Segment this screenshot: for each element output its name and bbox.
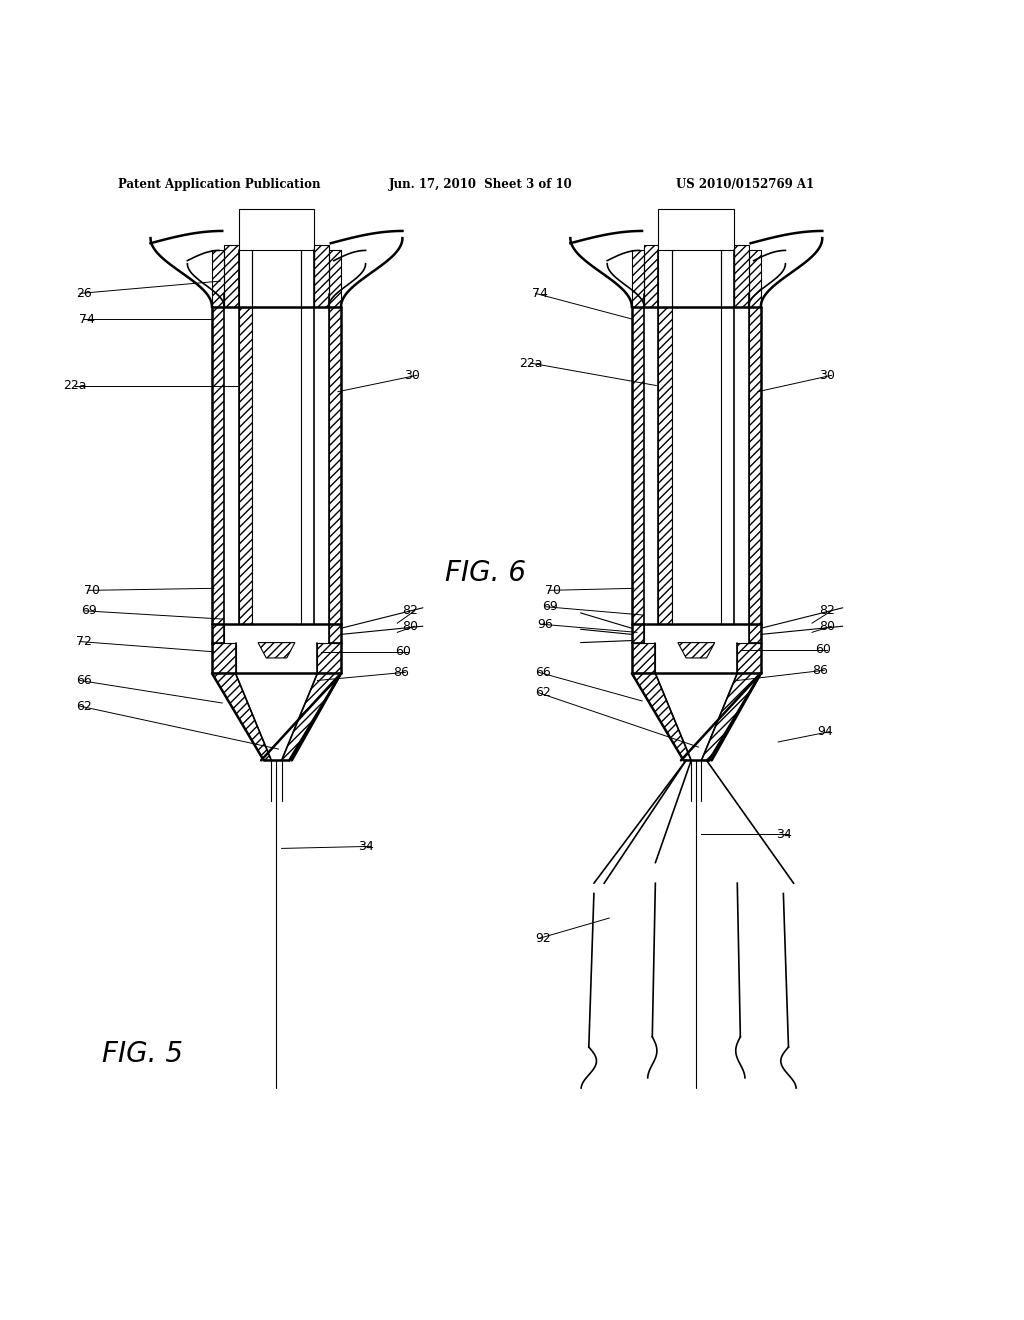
Bar	[271, 673, 282, 760]
Bar	[224, 246, 239, 306]
Text: Jun. 17, 2010  Sheet 3 of 10: Jun. 17, 2010 Sheet 3 of 10	[389, 178, 572, 191]
Text: 74: 74	[531, 286, 548, 300]
Text: 62: 62	[536, 686, 551, 700]
Bar	[749, 624, 761, 643]
Bar	[212, 624, 224, 643]
Text: 69: 69	[82, 605, 97, 618]
Bar	[749, 306, 761, 624]
Bar	[224, 306, 239, 624]
Text: 66: 66	[77, 675, 92, 686]
Bar	[632, 306, 644, 624]
Text: 22a: 22a	[519, 356, 543, 370]
Bar	[212, 251, 224, 306]
Bar	[329, 251, 341, 306]
Text: Patent Application Publication: Patent Application Publication	[118, 178, 321, 191]
Text: 30: 30	[404, 368, 421, 381]
Bar	[672, 246, 721, 306]
Bar	[301, 306, 314, 624]
Bar	[329, 624, 341, 643]
Text: 69: 69	[543, 601, 558, 614]
Bar	[329, 306, 341, 624]
Text: 86: 86	[812, 664, 828, 677]
Text: 60: 60	[815, 643, 831, 656]
Text: 94: 94	[817, 725, 833, 738]
Text: 86: 86	[393, 665, 410, 678]
Bar	[212, 306, 224, 624]
Text: FIG. 5: FIG. 5	[102, 1040, 183, 1068]
Bar	[721, 306, 734, 624]
Text: 74: 74	[79, 313, 95, 326]
Bar	[644, 246, 658, 306]
Text: 82: 82	[819, 605, 836, 618]
Text: 62: 62	[77, 700, 92, 713]
Text: 34: 34	[358, 840, 374, 853]
Text: 92: 92	[536, 932, 551, 945]
Bar	[632, 251, 644, 306]
Bar	[314, 306, 329, 624]
Text: 80: 80	[402, 619, 419, 632]
Bar	[252, 246, 301, 306]
Bar	[632, 624, 644, 643]
Bar	[658, 306, 672, 624]
Text: US 2010/0152769 A1: US 2010/0152769 A1	[676, 178, 814, 191]
Bar	[672, 306, 721, 624]
Bar	[314, 246, 329, 306]
Bar	[749, 251, 761, 306]
Text: 26: 26	[77, 286, 92, 300]
Text: 60: 60	[395, 645, 412, 659]
Bar	[239, 210, 314, 306]
Text: 80: 80	[819, 619, 836, 632]
Bar	[721, 306, 749, 624]
Text: FIG. 6: FIG. 6	[445, 558, 526, 587]
Bar	[252, 306, 301, 624]
Bar	[658, 210, 734, 306]
Bar	[301, 306, 329, 624]
Text: 22a: 22a	[63, 379, 87, 392]
Bar	[658, 251, 734, 306]
Text: 72: 72	[76, 635, 92, 648]
Bar	[239, 306, 252, 624]
Bar	[734, 246, 749, 306]
Bar	[691, 673, 701, 760]
Bar	[734, 306, 749, 624]
Bar	[644, 306, 658, 624]
Text: 34: 34	[776, 828, 792, 841]
Text: 66: 66	[536, 665, 551, 678]
Text: 70: 70	[545, 583, 561, 597]
Text: 70: 70	[84, 583, 100, 597]
Text: 96: 96	[538, 618, 553, 631]
Text: 82: 82	[402, 605, 419, 618]
Text: 30: 30	[819, 368, 836, 381]
Bar	[239, 251, 314, 306]
